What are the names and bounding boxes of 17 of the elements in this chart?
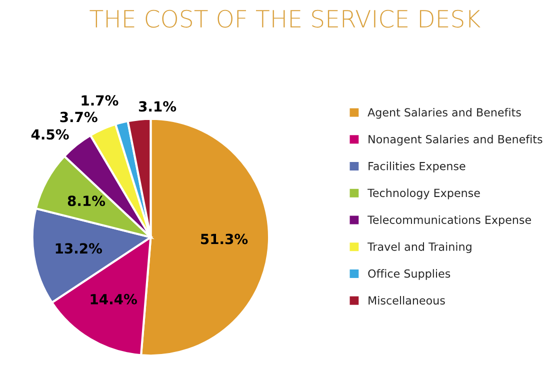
legend-label: Travel and Training (368, 242, 472, 254)
legend-label: Miscellaneous (368, 296, 445, 305)
legend-label: Nonagent Salaries and Benefits (368, 134, 542, 146)
data-label: 3.1% (138, 101, 176, 112)
data-label: 14.4% (90, 294, 137, 304)
legend-label: Technology Expense (368, 188, 480, 200)
data-label: 1.7% (82, 95, 118, 106)
data-label: 3.7% (60, 112, 98, 122)
data-label: 4.5% (31, 129, 69, 140)
legend-label: Facilities Expense (368, 162, 466, 172)
legend-label: Office Supplies (368, 269, 450, 280)
data-label: 51.3% (201, 234, 248, 244)
data-label: 8.1% (68, 196, 106, 206)
legend-label: Telecommunications Expense (368, 215, 532, 226)
legend-label: Agent Salaries and Benefits (368, 108, 521, 119)
data-label: 13.2% (56, 243, 102, 254)
chart-title: THE COST OF THE SERVICE DESK (90, 10, 480, 28)
